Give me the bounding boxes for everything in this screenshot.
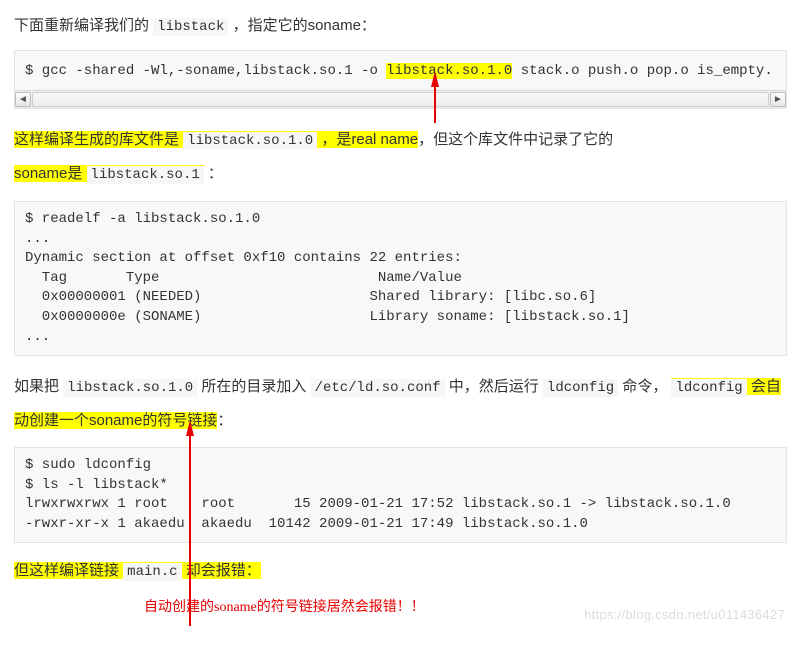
code-mainc: main.c bbox=[123, 563, 181, 581]
para-3-tail: ： bbox=[217, 412, 232, 429]
codeblock-1-post: stack.o push.o pop.o is_empty. bbox=[512, 63, 772, 79]
scroll-track[interactable] bbox=[32, 92, 769, 107]
para-3-mid1: 所在的目录加入 bbox=[201, 378, 310, 395]
para-3-mid3: 命令， bbox=[622, 378, 671, 395]
watermark: https://blog.csdn.net/u011436427 bbox=[584, 603, 785, 626]
scroll-right-button[interactable]: ► bbox=[770, 92, 786, 107]
para-4-hl: 但这样编译链接 main.c 却会报错： bbox=[14, 562, 261, 579]
para-3-pre: 如果把 bbox=[14, 378, 63, 395]
code-ldconf: /etc/ld.so.conf bbox=[311, 379, 445, 397]
scroll-left-button[interactable]: ◄ bbox=[15, 92, 31, 107]
horizontal-scrollbar[interactable]: ◄ ► bbox=[15, 90, 786, 108]
para-3: 如果把 libstack.so.1.0 所在的目录加入 /etc/ld.so.c… bbox=[14, 370, 787, 437]
para-4: 但这样编译链接 main.c 却会报错： bbox=[14, 557, 787, 585]
codeblock-2: $ readelf -a libstack.so.1.0 ... Dynamic… bbox=[14, 201, 787, 356]
para-2-hl-2: soname是 libstack.so.1 bbox=[14, 165, 204, 182]
para-1: 下面重新编译我们的 libstack ，指定它的soname： bbox=[14, 12, 787, 40]
codeblock-1-highlight: libstack.so.1.0 bbox=[386, 63, 512, 79]
code-lib-ver: libstack.so.1.0 bbox=[63, 379, 197, 397]
para-2-colon: ： bbox=[204, 165, 223, 182]
code-realname: libstack.so.1.0 bbox=[183, 132, 317, 150]
codeblock-3: $ sudo ldconfig $ ls -l libstack* lrwxrw… bbox=[14, 447, 787, 543]
para-2-hl-1: 这样编译生成的库文件是 libstack.so.1.0 ，是real name bbox=[14, 131, 418, 148]
codeblock-1-line: $ gcc -shared -Wl,-soname,libstack.so.1 … bbox=[15, 51, 786, 84]
codeblock-1: $ gcc -shared -Wl,-soname,libstack.so.1 … bbox=[14, 50, 787, 109]
para-2: 这样编译生成的库文件是 libstack.so.1.0 ，是real name，… bbox=[14, 123, 787, 191]
para-1-text-pre: 下面重新编译我们的 bbox=[14, 17, 153, 34]
para-1-text-post: ，指定它的soname： bbox=[233, 17, 376, 34]
code-ldconfig-hl: ldconfig bbox=[671, 379, 746, 397]
codeblock-1-pre: $ gcc -shared -Wl,-soname,libstack.so.1 … bbox=[25, 63, 386, 79]
para-3-mid2: 中，然后运行 bbox=[449, 378, 543, 395]
para-2-plain: ，但这个库文件中记录了它的 bbox=[418, 131, 613, 148]
code-libstack: libstack bbox=[153, 18, 228, 36]
code-soname: libstack.so.1 bbox=[87, 166, 204, 184]
code-ldconfig: ldconfig bbox=[543, 379, 618, 397]
